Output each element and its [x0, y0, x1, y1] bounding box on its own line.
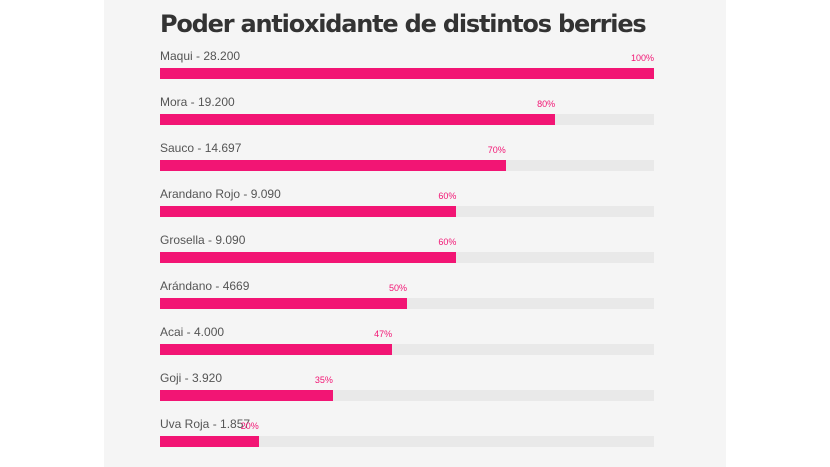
- bar-row: Grosella - 9.090 60%: [160, 230, 654, 276]
- bar-label: Maqui - 28.200: [160, 49, 241, 63]
- bar-percent-label: 50%: [388, 283, 407, 293]
- bar-row: Maqui - 28.200 100%: [160, 46, 654, 92]
- bar-percent-label: 80%: [537, 99, 556, 109]
- bar-percent-label: 70%: [487, 145, 506, 155]
- bar-label: Mora - 19.200: [160, 95, 235, 109]
- bar-label: Goji - 3.920: [160, 371, 223, 385]
- bar-fill: [160, 114, 556, 125]
- bar-label: Uva Roja - 1.857: [160, 417, 251, 431]
- bar-fill: [160, 390, 333, 401]
- bar-fill: [160, 68, 654, 79]
- bar-row: Sauco - 14.697 70%: [160, 138, 654, 184]
- bar-row: Uva Roja - 1.857 20%: [160, 414, 654, 460]
- bar-fill: [160, 298, 407, 309]
- bar-percent-label: 35%: [314, 375, 333, 385]
- bar-track: [160, 436, 654, 447]
- bar-percent-label: 60%: [438, 237, 457, 247]
- bar-label: Grosella - 9.090: [160, 233, 246, 247]
- bar-row: Acai - 4.000 47%: [160, 322, 654, 368]
- bar-track: [160, 390, 654, 401]
- bar-row: Arándano - 4669 50%: [160, 276, 654, 322]
- bar-row: Arandano Rojo - 9.090 60%: [160, 184, 654, 230]
- bar-label: Arandano Rojo - 9.090: [160, 187, 281, 201]
- bar-fill: [160, 344, 393, 355]
- bar-fill: [160, 436, 259, 447]
- bar-percent-label: 60%: [438, 191, 457, 201]
- bar-row: Mora - 19.200 80%: [160, 92, 654, 138]
- bar-row: Goji - 3.920 35%: [160, 368, 654, 414]
- bar-label: Acai - 4.000: [160, 325, 225, 339]
- bar-percent-label: 100%: [630, 53, 654, 63]
- bar-track: [160, 206, 654, 217]
- bar-label: Arándano - 4669: [160, 279, 250, 293]
- bar-label: Sauco - 14.697: [160, 141, 242, 155]
- bar-track: [160, 160, 654, 171]
- chart-title: Poder antioxidante de distintos berries: [160, 10, 647, 38]
- bar-fill: [160, 252, 457, 263]
- bar-percent-label: 20%: [240, 421, 259, 431]
- bar-fill: [160, 160, 506, 171]
- bar-fill: [160, 206, 457, 217]
- bar-track: [160, 252, 654, 263]
- bar-percent-label: 47%: [374, 329, 393, 339]
- bar-track: [160, 344, 654, 355]
- bar-track: [160, 68, 654, 79]
- bar-track: [160, 298, 654, 309]
- bar-track: [160, 114, 654, 125]
- bar-list: Maqui - 28.200 100% Mora - 19.200 80% Sauco …: [160, 46, 654, 460]
